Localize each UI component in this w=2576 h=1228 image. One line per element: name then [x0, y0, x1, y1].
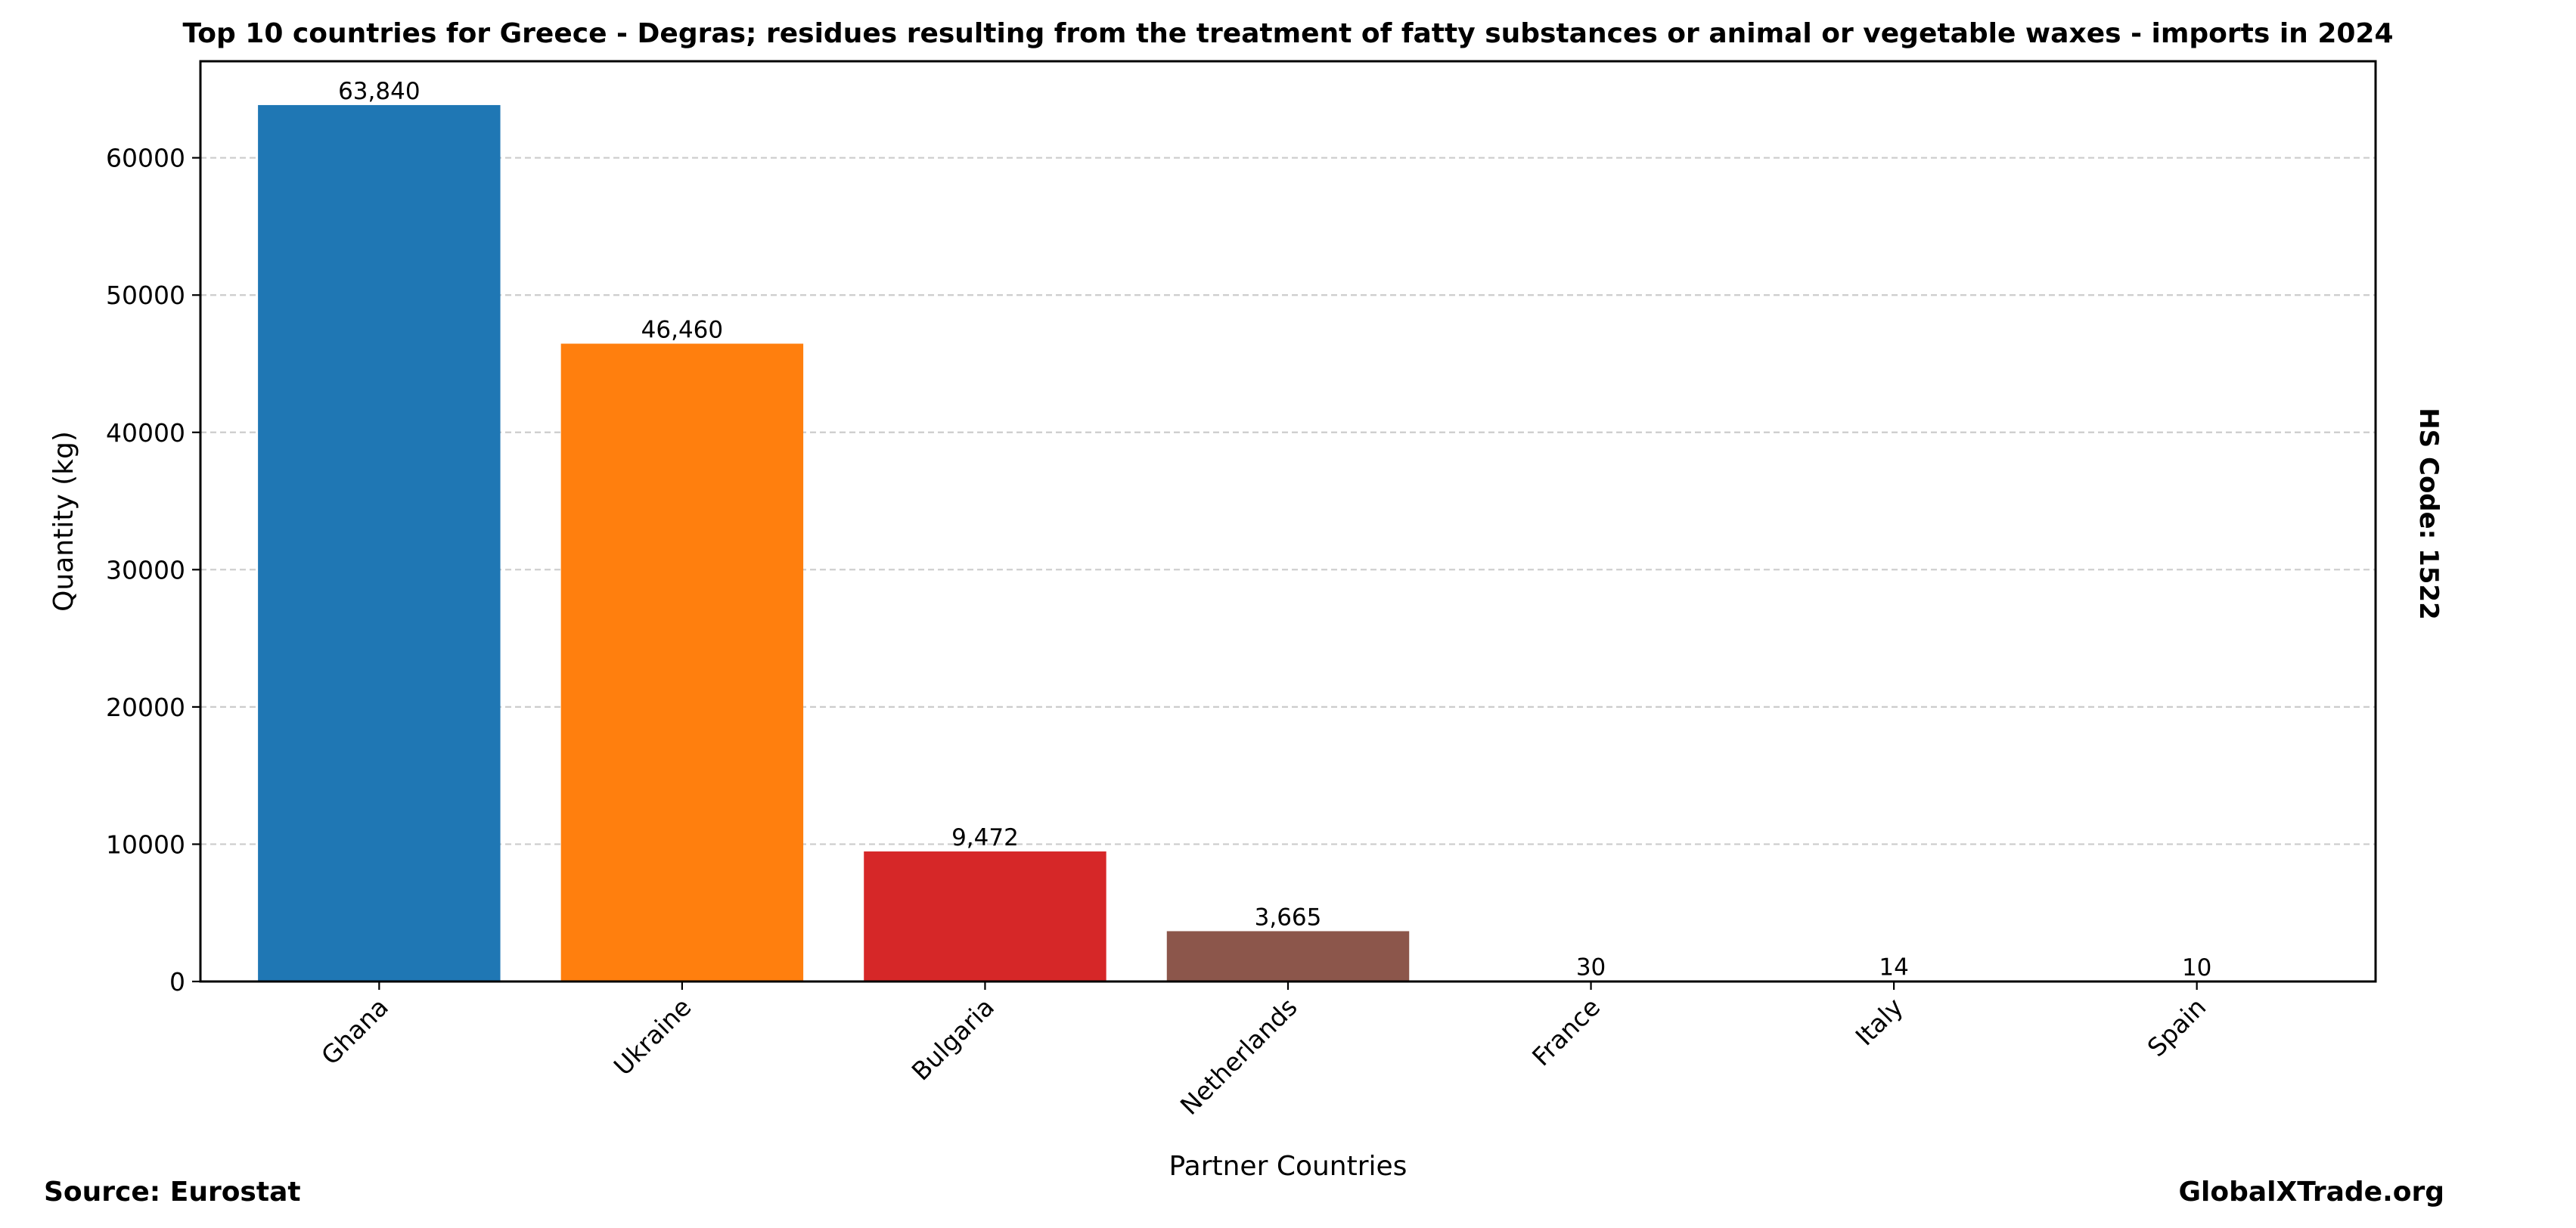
y-axis-label: Quantity (kg) [48, 431, 79, 612]
bar-ghana [258, 104, 501, 981]
value-label: 46,460 [641, 316, 723, 343]
bar-ukraine [560, 343, 804, 981]
x-axis-label: Partner Countries [1169, 1151, 1407, 1182]
value-label: 3,665 [1255, 904, 1322, 931]
grid-lines [200, 157, 2376, 845]
bar-netherlands [1166, 931, 1410, 981]
hs-code-label: HS Code: 1522 [2413, 408, 2444, 620]
y-tick-label: 20000 [106, 693, 185, 722]
bars [258, 104, 2318, 981]
y-tick-label: 10000 [106, 830, 185, 859]
value-label: 14 [1879, 954, 1908, 981]
brand-label: GlobalXTrade.org [2178, 1177, 2444, 1208]
value-label: 63,840 [338, 78, 420, 105]
bar-bulgaria [864, 851, 1106, 981]
value-label: 10 [2182, 954, 2211, 981]
chart-title: Top 10 countries for Greece - Degras; re… [182, 18, 2393, 49]
y-tick-label: 50000 [106, 281, 185, 310]
y-axis-ticks: 0 10000 20000 30000 40000 50000 60000 [106, 144, 200, 997]
y-tick-label: 40000 [106, 418, 185, 448]
y-tick-label: 60000 [106, 144, 185, 173]
source-label: Source: Eurostat [44, 1177, 301, 1208]
y-tick-label: 30000 [106, 555, 185, 585]
value-label: 9,472 [951, 824, 1019, 851]
value-labels: 63,840 46,460 9,472 3,665 30 14 10 [338, 78, 2211, 981]
value-label: 30 [1576, 954, 1606, 981]
y-tick-label: 0 [169, 967, 185, 997]
